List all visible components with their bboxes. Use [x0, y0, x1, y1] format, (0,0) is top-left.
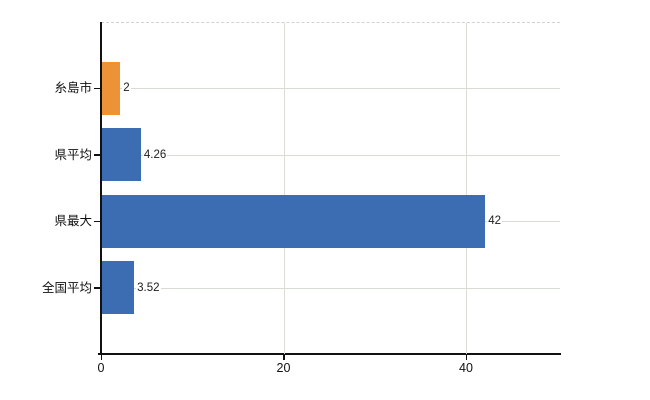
bar: [102, 261, 135, 315]
bar-value-label: 42: [487, 215, 503, 228]
y-tick: [94, 154, 101, 156]
h-gridline: [102, 154, 560, 156]
bar-value-label: 2: [122, 82, 131, 95]
y-axis-line: [100, 22, 102, 354]
x-tick-label: 40: [459, 361, 473, 375]
x-tick: [100, 355, 102, 360]
bar: [102, 194, 486, 248]
bar: [102, 61, 121, 115]
y-tick-label: 糸島市: [54, 81, 92, 96]
x-axis-line: [98, 353, 561, 355]
h-gridline: [102, 88, 560, 90]
x-tick-label: 20: [276, 361, 291, 375]
x-tick: [283, 355, 285, 360]
x-tick-label: 0: [97, 361, 105, 375]
y-tick: [94, 287, 101, 289]
plot-area: 2 4.26 42 3.52: [98, 22, 561, 355]
y-tick-label: 県最大: [54, 214, 92, 229]
y-tick-label: 県平均: [54, 147, 92, 162]
y-tick-label: 全国平均: [41, 280, 92, 295]
v-gridline: [466, 23, 467, 354]
y-tick: [94, 220, 101, 223]
bar: [102, 128, 141, 182]
x-tick: [465, 355, 467, 360]
v-gridline: [283, 23, 285, 354]
y-tick: [94, 87, 101, 90]
bar-value-label: 4.26: [142, 148, 168, 161]
h-gridline: [102, 287, 560, 289]
plot-top-border: [101, 22, 560, 23]
bar-value-label: 3.52: [136, 281, 161, 294]
